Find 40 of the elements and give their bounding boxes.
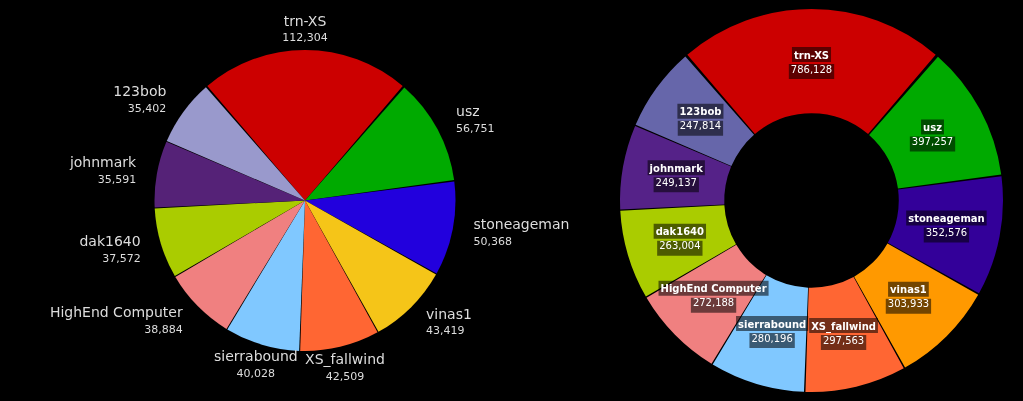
data-label: 35,591	[97, 172, 137, 186]
data-label: 35,402	[127, 101, 167, 115]
slice-label: dak1640	[655, 226, 705, 238]
slice-label: stoneageman	[908, 213, 985, 224]
data-label: 37,572	[102, 251, 141, 265]
data-label: 43,419	[426, 324, 465, 338]
data-label: 786,128	[790, 63, 833, 75]
data-label: 297,563	[822, 334, 865, 346]
data-label: 56,751	[456, 121, 495, 135]
slice-label: sierrabound	[213, 348, 298, 365]
slice-label: usz	[456, 102, 480, 119]
data-label: 263,004	[659, 240, 701, 252]
data-label: 249,137	[655, 176, 697, 188]
slice-label: 123bob	[679, 106, 722, 118]
slice-label: HighEnd Computer	[49, 304, 183, 321]
slice-label: trn-XS	[793, 49, 830, 61]
slice-label: XS_fallwind	[305, 350, 385, 367]
data-label: 272,188	[692, 297, 735, 309]
slice-label: stoneageman	[473, 216, 570, 233]
data-label: 280,196	[751, 332, 793, 344]
slice-label: trn-XS	[283, 12, 327, 29]
data-label: 247,814	[679, 120, 722, 132]
data-label: 397,257	[911, 136, 954, 148]
slice-label: XS_fallwind	[811, 320, 876, 333]
slice-label: HighEnd Computer	[660, 283, 767, 295]
data-label: 352,576	[925, 227, 968, 238]
slice-label: vinas1	[426, 305, 472, 322]
data-label: 40,028	[236, 367, 276, 381]
slice-label: usz	[923, 122, 943, 134]
slice-label: 123bob	[113, 83, 167, 100]
data-label: 42,509	[325, 369, 365, 383]
slice-label: sierrabound	[738, 318, 807, 330]
slice-label: dak1640	[79, 233, 141, 250]
data-label: 112,304	[282, 31, 328, 45]
slice-label: johnmark	[648, 162, 704, 174]
data-label: 50,368	[473, 235, 512, 249]
slice-label: vinas1	[890, 284, 927, 296]
data-label: 303,933	[887, 298, 930, 310]
data-label: 38,884	[144, 323, 183, 337]
slice-label: johnmark	[68, 154, 138, 170]
